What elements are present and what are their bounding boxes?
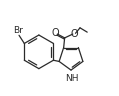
Text: NH: NH — [65, 74, 78, 83]
Text: Br: Br — [14, 26, 23, 35]
Text: O: O — [52, 28, 60, 38]
Text: O: O — [71, 29, 78, 39]
